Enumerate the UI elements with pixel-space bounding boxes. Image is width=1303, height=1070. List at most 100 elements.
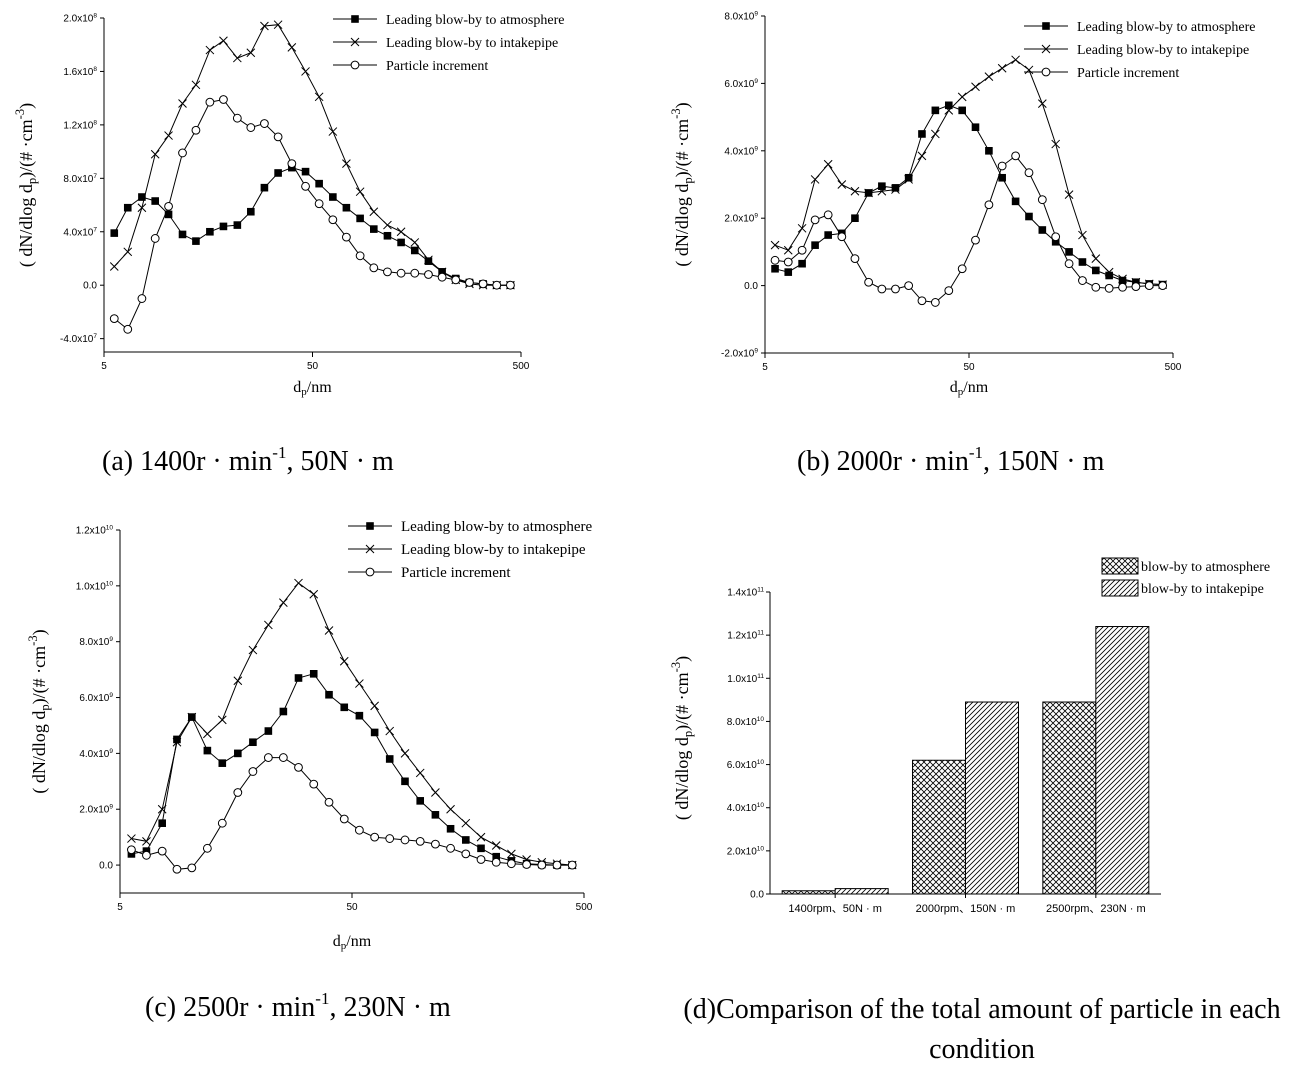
- y-tick-label: 8.0x107: [63, 173, 97, 185]
- data-point: [396, 268, 406, 278]
- data-point: [1092, 266, 1100, 275]
- data-point: [354, 825, 364, 835]
- x-tick-label: 500: [513, 361, 530, 372]
- series-line: [774, 59, 1163, 286]
- y-tick-label: 0.0: [750, 890, 764, 901]
- legend-label: Particle increment: [386, 59, 488, 74]
- data-point: [248, 645, 258, 655]
- data-point: [219, 36, 228, 46]
- data-point: [294, 674, 303, 682]
- y-tick-label: 1.2x1011: [727, 630, 764, 642]
- data-point: [370, 728, 379, 737]
- data-point: [431, 788, 440, 797]
- data-point: [123, 247, 133, 257]
- data-point: [249, 738, 257, 747]
- caption-d: (d)Comparison of the total amount of par…: [683, 994, 1281, 1065]
- bar: [965, 701, 1019, 895]
- data-point: [369, 207, 379, 217]
- data-point: [187, 863, 197, 873]
- data-point: [233, 788, 243, 797]
- legend-label: Particle increment: [1077, 66, 1179, 81]
- data-point: [1051, 139, 1061, 149]
- data-point: [164, 201, 173, 211]
- data-point: [142, 836, 151, 846]
- data-point: [1118, 276, 1127, 285]
- data-point: [325, 690, 333, 699]
- data-point: [877, 284, 887, 294]
- y-tick-label: 2.0x108: [63, 13, 97, 25]
- chart-panel-a: -4.0x107 0.0 4.0x107 8.0x107 1.2x108 1.6x108 2…: [13, 13, 564, 399]
- y-tick-label: 4.0x107: [63, 226, 97, 238]
- data-point: [783, 257, 793, 267]
- y-tick-label: 1.2x108: [63, 119, 97, 131]
- data-point: [567, 860, 577, 870]
- data-point: [217, 818, 227, 828]
- chart-panel-b: -2.0x109 0.0 2.0x109 4.0x109 6.0x109 8.0x109 5…: [669, 11, 1255, 399]
- data-point: [552, 860, 562, 870]
- data-point: [324, 797, 334, 807]
- data-point: [385, 834, 395, 843]
- data-point: [232, 113, 242, 123]
- data-point: [247, 207, 255, 216]
- data-point: [1051, 237, 1060, 246]
- data-point: [997, 161, 1007, 171]
- data-point: [810, 215, 820, 225]
- data-point: [273, 132, 283, 142]
- data-point: [383, 267, 392, 277]
- data-point: [315, 179, 323, 188]
- data-point: [770, 240, 780, 250]
- data-point: [339, 814, 349, 824]
- data-point: [811, 241, 819, 249]
- data-point: [328, 215, 338, 225]
- y-tick-label: 8.0x1010: [727, 716, 765, 728]
- data-point: [109, 262, 119, 271]
- data-point: [278, 753, 288, 762]
- data-point: [1158, 281, 1168, 291]
- data-point: [1104, 283, 1114, 293]
- x-tick-label: 50: [307, 361, 319, 372]
- chart-panel-d: 0.0 2.0x1010 4.0x1010 6.0x1010 8.0x1010 1.0x1…: [669, 557, 1270, 915]
- data-point: [314, 92, 324, 102]
- data-point: [260, 183, 269, 192]
- data-point: [944, 101, 953, 110]
- data-point: [864, 277, 874, 287]
- data-point: [324, 626, 334, 635]
- data-point: [1078, 276, 1087, 285]
- data-point: [301, 181, 310, 191]
- chart-panel-c: 0.0 2.0x109 4.0x109 6.0x109 8.0x109 1.0x1010 1…: [26, 519, 593, 952]
- data-point: [477, 844, 485, 853]
- data-point: [851, 214, 859, 222]
- data-point: [355, 187, 365, 197]
- legend-label: blow-by to intakepipe: [1141, 582, 1264, 597]
- legend-label: Particle increment: [401, 565, 511, 581]
- data-point: [823, 210, 833, 220]
- data-point: [797, 223, 807, 233]
- x-tick-label: 500: [576, 902, 593, 913]
- data-point: [203, 746, 212, 755]
- x-axis-label: dp/nm: [293, 379, 332, 398]
- data-point: [891, 284, 900, 294]
- data-point: [446, 843, 455, 853]
- data-point: [400, 835, 410, 845]
- data-point: [797, 245, 807, 255]
- y-tick-label: -4.0x107: [60, 333, 97, 345]
- caption-b: (b) 2000r · min-1, 150N · m: [797, 443, 1105, 477]
- data-point: [1091, 282, 1101, 292]
- data-point: [957, 92, 967, 102]
- data-point: [1011, 197, 1020, 206]
- data-point: [192, 237, 200, 245]
- y-tick-label: 1.0x1011: [727, 673, 764, 685]
- data-point: [1011, 55, 1020, 65]
- series-square-filled: [771, 101, 1167, 289]
- data-point: [877, 186, 887, 196]
- series-x: [127, 578, 577, 870]
- data-point: [410, 246, 419, 255]
- data-point: [385, 726, 395, 736]
- data-point: [904, 281, 914, 291]
- y-tick-label: 0.0: [99, 861, 113, 872]
- data-point: [191, 125, 201, 135]
- y-tick-label: 1.0x1010: [76, 580, 114, 592]
- series-circle-open: [109, 95, 515, 334]
- data-point: [217, 715, 227, 725]
- data-point: [461, 818, 471, 828]
